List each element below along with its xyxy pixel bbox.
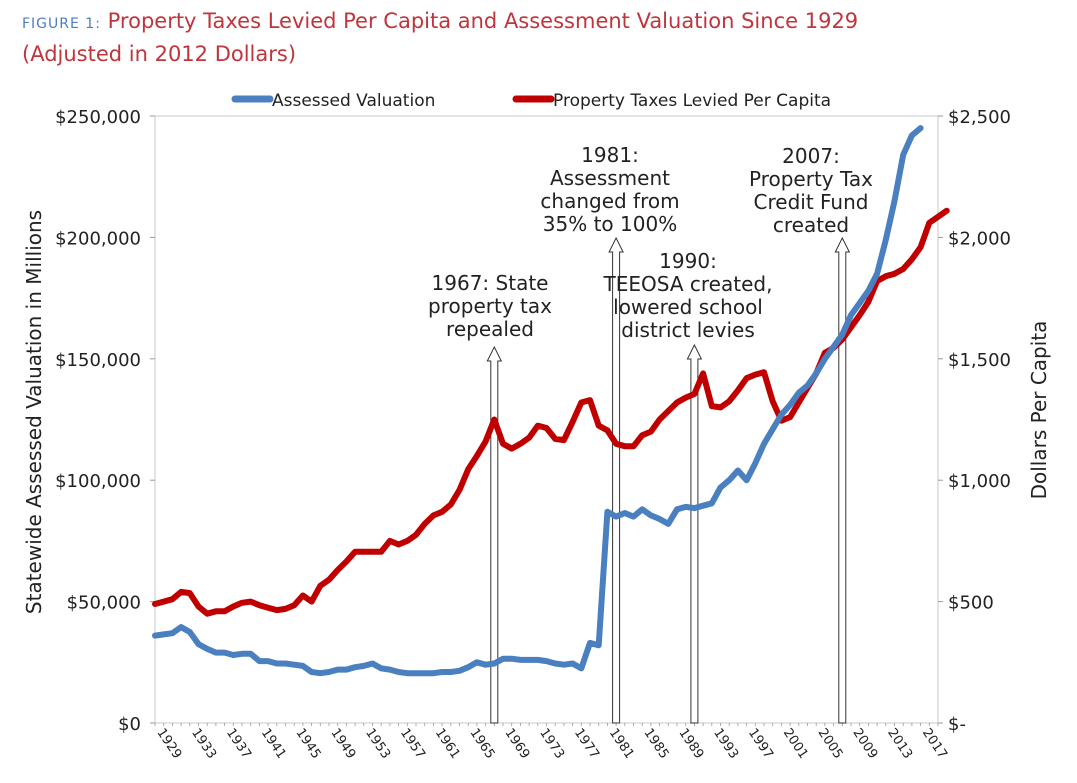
y-ticks-left: $0 $50,000 $100,000 $150,000 $200,000 $250,00… [55,107,155,735]
x-tick-label: 1949 [327,726,358,762]
annotation-arrow [686,343,703,724]
annotation-text: repealed [446,317,534,341]
annotation-text: Property Tax [749,167,873,191]
x-tick-label: 1973 [536,726,567,762]
annotation-text: 1981: [581,143,639,167]
x-tick-label: 2017 [919,726,950,762]
x-tick-label: 1953 [362,726,393,762]
annotation-text: 1967: State [432,271,549,295]
y-tick-label-left: $50,000 [67,593,141,614]
x-tick-label: 1961 [432,726,463,762]
x-tick-label: 2001 [780,726,811,762]
annotation-text: 35% to 100% [543,212,677,236]
x-tick-label: 1997 [745,726,776,762]
annotation-text: created [773,213,849,237]
x-ticks: 1929 1933 1937 1941 1945 1949 1953 1957 1961 1965… [153,723,950,762]
series-layer [152,125,950,677]
annotation-text: Assessment [550,166,670,190]
annotation-text: TEEOSA created, [603,272,773,296]
figure-label: FIGURE 1: [22,16,101,32]
annotation-text: district levies [621,318,754,342]
x-tick-label: 1981 [606,726,637,762]
x-tick-label: 1965 [467,726,498,762]
legend-label-assessed: Assessed Valuation [272,91,435,111]
series-line-property-taxes [152,207,950,617]
x-tick-label: 1945 [293,726,324,762]
annotation-arrow [834,236,851,724]
annotation-text: property tax [428,294,552,318]
y-tick-label-right: $500 [948,593,994,614]
series-line-assessed-valuation [152,125,924,677]
chart-title-text: Property Taxes Levied Per Capita and Ass… [107,9,859,33]
x-tick-label: 1985 [641,726,672,762]
chart-title: FIGURE 1: Property Taxes Levied Per Capi… [22,6,1062,39]
x-tick-label: 1929 [153,726,184,762]
annotation-text: changed from [540,189,679,213]
x-tick-label: 1989 [675,726,706,762]
chart-subtitle: (Adjusted in 2012 Dollars) [22,42,297,66]
y-tick-label-left: $250,000 [55,107,141,128]
x-tick-label: 2013 [884,726,915,762]
x-tick-label: 1937 [223,726,254,762]
legend-label-taxes: Property Taxes Levied Per Capita [553,91,831,111]
x-tick-label: 1993 [710,726,741,762]
y-axis-label-left: Statewide Assessed Valuation in Millions [22,210,46,614]
annotation-text: 2007: [782,144,840,168]
x-tick-label: 1977 [571,726,602,762]
y-tick-label-right: $2,500 [948,107,1011,128]
y-ticks-right: $- $500 $1,000 $1,500 $2,000 $2,500 [938,107,1011,735]
y-tick-label-left: $150,000 [55,350,141,371]
x-tick-label: 2009 [849,726,880,762]
y-tick-label-left: $0 [118,714,141,735]
y-tick-label-right: $1,500 [948,350,1011,371]
y-tick-label-left: $200,000 [55,228,141,249]
y-tick-label-right: $1,000 [948,471,1011,492]
y-tick-label-right: $- [948,714,966,735]
x-tick-label: 1941 [258,726,289,762]
x-tick-label: 1957 [397,726,428,762]
annotation-text: Credit Fund [754,190,869,214]
legend: Assessed Valuation Property Taxes Levied… [231,91,831,111]
x-tick-label: 1933 [188,726,219,762]
annotation-text: lowered school [613,295,763,319]
title-block: FIGURE 1: Property Taxes Levied Per Capi… [22,6,1062,69]
y-axis-label-right: Dollars Per Capita [1027,321,1051,500]
annotation-arrow [608,236,624,724]
y-tick-label-left: $100,000 [55,471,141,492]
x-tick-label: 1969 [501,726,532,762]
x-tick-label: 2005 [815,726,846,762]
y-tick-label-right: $2,000 [948,228,1011,249]
annotation-text: 1990: [659,249,717,273]
